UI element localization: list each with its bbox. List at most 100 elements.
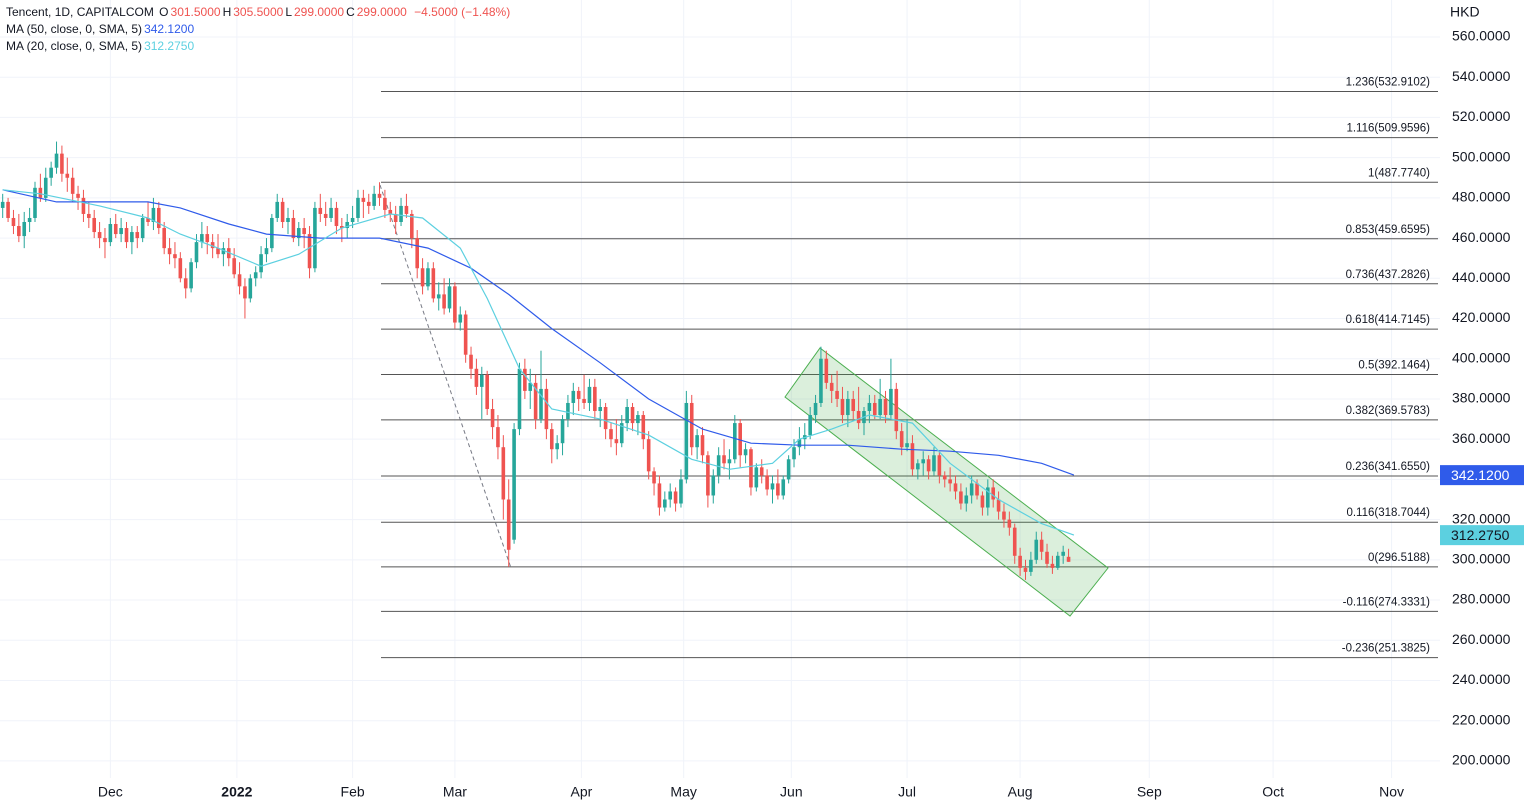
candle-body xyxy=(878,398,882,416)
candle-body xyxy=(765,475,769,490)
candle-body xyxy=(598,406,603,412)
candle-body xyxy=(932,455,936,472)
y-tick-label: 280.0000 xyxy=(1452,591,1511,607)
candle-body xyxy=(636,415,640,424)
candle-body xyxy=(609,429,613,440)
candle-body xyxy=(372,193,376,206)
candle-body xyxy=(1002,511,1006,520)
candle-body xyxy=(248,278,253,299)
x-tick-label: May xyxy=(670,784,696,800)
candle-body xyxy=(603,406,608,430)
candle-body xyxy=(140,217,145,239)
candle-body xyxy=(641,415,646,440)
y-tick-label: 540.0000 xyxy=(1452,68,1511,84)
candle-body xyxy=(824,358,829,383)
candle-body xyxy=(189,262,193,289)
y-tick-label: 480.0000 xyxy=(1452,189,1511,205)
grid xyxy=(0,0,1440,778)
candle-body xyxy=(663,499,667,508)
candle-body xyxy=(210,242,215,249)
candle-body xyxy=(474,368,479,387)
candle-body xyxy=(1029,559,1033,572)
price-badge-label: 312.2750 xyxy=(1451,527,1510,543)
candle-body xyxy=(749,449,753,488)
fib-label: 0.618(414.7145) xyxy=(1346,314,1431,326)
candle-body xyxy=(1039,539,1044,552)
y-tick-label: 360.0000 xyxy=(1452,430,1511,446)
ma-legend: MA (50, close, 0, SMA, 5) 342.1200 MA (20,… xyxy=(6,21,512,55)
candle-body xyxy=(905,443,909,448)
candle-body xyxy=(840,398,845,416)
candle-body xyxy=(70,177,75,194)
candle-body xyxy=(959,491,963,504)
candle-body xyxy=(926,459,931,472)
x-tick-label: Jun xyxy=(780,784,803,800)
y-tick-label: 380.0000 xyxy=(1452,390,1511,406)
x-tick-label: Mar xyxy=(443,784,467,800)
candle-body xyxy=(221,248,226,255)
candle-body xyxy=(571,390,576,403)
candle-body xyxy=(113,224,118,235)
ohlc-value: 301.5000 xyxy=(170,5,221,19)
candles xyxy=(0,141,1071,580)
ohlc-value: 305.5000 xyxy=(233,5,284,19)
candle-body xyxy=(490,409,495,428)
y-tick-label: 320.0000 xyxy=(1452,510,1511,526)
candle-body xyxy=(673,491,678,504)
y-tick-label: 520.0000 xyxy=(1452,108,1511,124)
candle-body xyxy=(501,447,506,500)
candle-body xyxy=(97,232,102,239)
candle-body xyxy=(361,197,366,202)
candle-body xyxy=(436,294,441,299)
fib-label: 0.736(437.2826) xyxy=(1346,269,1431,281)
candle-body xyxy=(986,487,990,508)
candle-body xyxy=(964,495,969,504)
candle-body xyxy=(157,207,161,229)
candle-body xyxy=(49,167,53,178)
y-tick-label: 560.0000 xyxy=(1452,28,1511,44)
candle-body xyxy=(383,197,387,210)
y-tick-label: 240.0000 xyxy=(1452,671,1511,687)
candle-body xyxy=(512,429,516,540)
candle-body xyxy=(65,173,70,178)
trend-line xyxy=(379,184,512,569)
candle-body xyxy=(200,234,204,243)
candle-body xyxy=(856,411,861,424)
candle-body xyxy=(296,228,301,239)
candle-body xyxy=(43,177,48,198)
ohlc-key: C xyxy=(346,5,355,19)
candle-body xyxy=(872,402,877,416)
candle-body xyxy=(733,423,737,460)
candle-body xyxy=(883,398,888,416)
candle-body xyxy=(1012,527,1017,556)
candle-body xyxy=(442,294,446,309)
candle-body xyxy=(280,201,285,222)
currency-label: HKD xyxy=(1450,4,1480,20)
x-tick-label: Aug xyxy=(1008,784,1033,800)
symbol-row: Tencent, 1D, CAPITALCOM O 301.5000 H 305.50… xyxy=(6,4,512,21)
candle-body xyxy=(232,258,236,275)
candle-body xyxy=(103,238,107,243)
candle-body xyxy=(404,205,409,214)
candle-body xyxy=(108,224,113,243)
x-tick-label: Sep xyxy=(1137,784,1162,800)
ma-name: MA (50, close, 0, SMA, 5) xyxy=(6,22,143,36)
axes: 200.0000 220.0000 240.0000 260.0000 280.0000… xyxy=(98,28,1524,800)
candle-body xyxy=(463,314,468,355)
fib-label: 0.5(392.1464) xyxy=(1358,360,1430,372)
candle-body xyxy=(797,439,802,448)
candle-body xyxy=(469,354,473,369)
y-tick-label: 440.0000 xyxy=(1452,269,1511,285)
x-tick-label: Jul xyxy=(898,784,916,800)
candle-body xyxy=(216,248,220,255)
candle-body xyxy=(420,268,425,287)
candle-body xyxy=(835,390,839,399)
candle-body xyxy=(619,423,624,444)
ma-name: MA (20, close, 0, SMA, 5) xyxy=(6,39,143,53)
y-tick-label: 420.0000 xyxy=(1452,309,1511,325)
candle-body xyxy=(173,254,177,259)
candle-body xyxy=(323,213,328,218)
candle-body xyxy=(759,467,764,476)
fib-label: 0(296.5188) xyxy=(1368,552,1430,564)
fib-label: -0.116(274.3331) xyxy=(1343,596,1431,608)
